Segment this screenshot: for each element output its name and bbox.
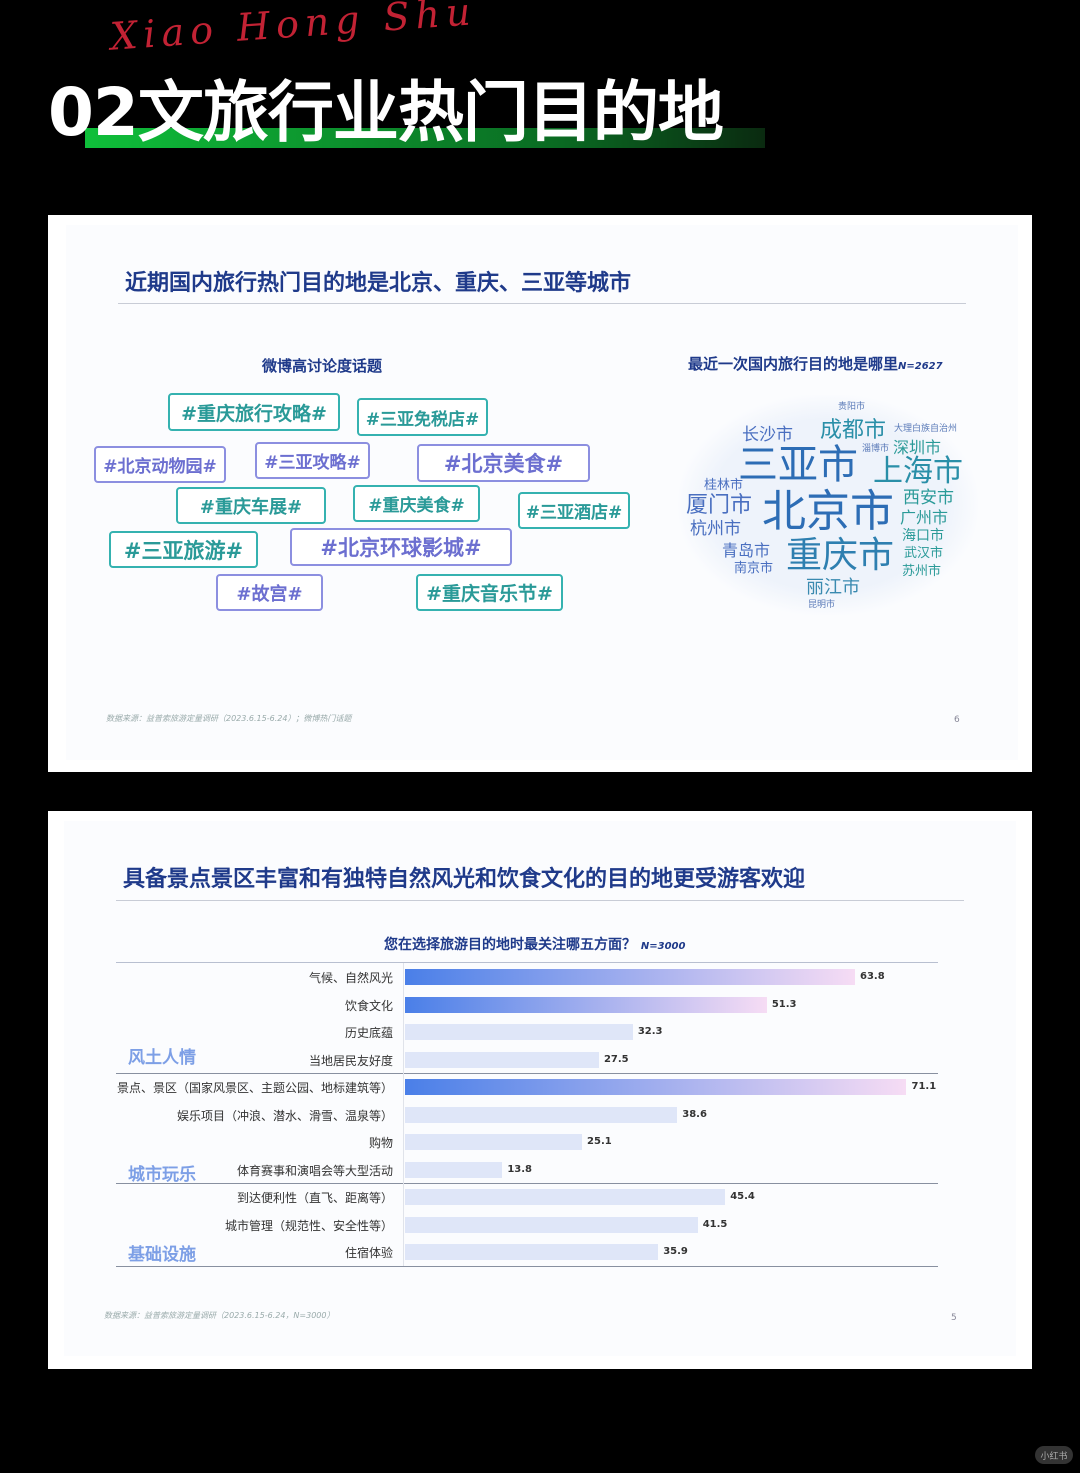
script-watermark: Xiao Hong Shu <box>108 0 478 59</box>
wordcloud-word: 广州市 <box>900 508 949 527</box>
bar-value: 13.8 <box>507 1163 533 1175</box>
bar <box>405 1106 678 1123</box>
bar <box>405 1189 726 1205</box>
hashtag-11[interactable]: #故宫# <box>216 574 323 611</box>
wordcloud-word: 长沙市 <box>742 425 793 445</box>
group-label: 城市玩乐 <box>128 1165 196 1185</box>
bar-value: 35.9 <box>663 1246 688 1257</box>
bar-label: 体育赛事和演唱会等大型活动 <box>236 1163 393 1178</box>
bar-value: 25.1 <box>587 1136 612 1147</box>
wordcloud-word: 青岛市 <box>722 541 771 560</box>
bar-label: 城市管理（规范性、安全性等） <box>224 1218 393 1233</box>
wordcloud-word: 昆明市 <box>808 600 836 610</box>
group-label: 基础设施 <box>128 1245 196 1265</box>
hashtag-3[interactable]: #北京动物园# <box>94 446 226 483</box>
title-underline <box>85 128 765 148</box>
bar-value: 32.3 <box>637 1026 663 1037</box>
axis-line <box>403 963 404 1266</box>
slide-title: 近期国内旅行热门目的地是北京、重庆、三亚等城市 <box>125 271 632 296</box>
bar-label: 当地居民友好度 <box>308 1053 393 1068</box>
bar <box>405 1079 907 1095</box>
wordcloud-subtitle: 最近一次国内旅行目的地是哪里N=2627 <box>688 355 943 373</box>
hashtag-5[interactable]: #北京美食# <box>417 444 590 482</box>
hashtag-9[interactable]: #三亚旅游# <box>109 531 258 568</box>
wordcloud-word: 上海市 <box>873 454 963 489</box>
wordcloud-word: 淄博市 <box>862 444 890 454</box>
bar-chart: 气候、自然风光 63.8 饮食文化 51.3 历史底蕴 32.3 当地居民友好度 27.5 景点… <box>0 0 1080 1267</box>
bar <box>405 1051 599 1068</box>
bar <box>405 1024 633 1040</box>
footnote: 数据来源：益普索旅游定量调研（2023.6.15-6.24，N=3000） <box>104 1311 335 1320</box>
wordcloud-word: 成都市 <box>820 418 887 443</box>
hashtag-7[interactable]: #重庆美食# <box>353 485 480 522</box>
wordcloud-word: 西安市 <box>903 488 954 508</box>
hashtag-1[interactable]: #重庆旅行攻略# <box>168 393 340 431</box>
hashtag-6[interactable]: #重庆车展# <box>176 487 326 524</box>
chart-top-rule <box>116 962 938 963</box>
wordcloud-word: 苏州市 <box>902 564 942 579</box>
page-number: 6 <box>954 715 960 725</box>
wordcloud-word: 贵阳市 <box>838 402 866 412</box>
hashtag-8[interactable]: #三亚酒店# <box>518 492 630 529</box>
wordcloud-word: 大理白族自治州 <box>894 424 958 434</box>
bar-value: 27.5 <box>603 1053 629 1065</box>
footnote: 数据来源：益普索旅游定量调研（2023.6.15-6.24）；微博热门话题 <box>106 714 352 723</box>
bar-label: 气候、自然风光 <box>308 971 393 985</box>
wordcloud-word: 北京市 <box>762 486 894 537</box>
bar <box>405 1134 583 1150</box>
group-divider <box>116 1073 938 1074</box>
wordcloud: 北京市 三亚市重庆市 上海市 成都市 长沙市深圳市厦门市 西安市 广州市 桂林市杭州市 海口市青… <box>678 395 978 615</box>
hashtag-2[interactable]: #三亚免税店# <box>357 398 488 436</box>
bar <box>405 969 855 985</box>
hashtag-12[interactable]: #重庆音乐节# <box>416 574 563 611</box>
wordcloud-word: 武汉市 <box>904 546 944 561</box>
page-number: 5 <box>951 1313 957 1323</box>
wordcloud-word: 南京市 <box>734 561 774 576</box>
bar-label: 景点、景区（国家风景区、主题公园、地标建筑等） <box>116 1081 393 1095</box>
bar-label: 娱乐项目（冲浪、潜水、滑雪、温泉等） <box>176 1108 393 1123</box>
group-divider <box>116 1183 938 1184</box>
group-label: 风土人情 <box>128 1048 196 1068</box>
chart-bottom-rule <box>116 1266 938 1267</box>
bar-label: 历史底蕴 <box>344 1026 393 1040</box>
bar-value: 71.1 <box>911 1081 937 1092</box>
bar <box>405 1244 659 1260</box>
bar-value: 41.5 <box>702 1218 728 1230</box>
bar-label: 购物 <box>368 1136 393 1150</box>
wordcloud-word: 重庆市 <box>786 535 895 576</box>
bar-value: 45.4 <box>730 1191 755 1202</box>
wordcloud-word: 桂林市 <box>704 478 744 493</box>
wordcloud-word: 深圳市 <box>893 438 942 457</box>
page-title: 02文旅行业热门目的地 <box>48 74 724 151</box>
slide-title: 具备景点景区丰富和有独特自然风光和饮食文化的目的地更受游客欢迎 <box>123 867 806 892</box>
hashtag-10[interactable]: #北京环球影城# <box>290 528 512 566</box>
wordcloud-word: 丽江市 <box>806 577 860 598</box>
bar-label: 到达便利性（直飞、距离等） <box>236 1191 393 1205</box>
hashtag-4[interactable]: #三亚攻略# <box>255 442 370 479</box>
xiaohongshu-logo: 小红书 <box>1035 1446 1073 1464</box>
bar-value: 38.6 <box>682 1108 707 1120</box>
bar <box>405 996 767 1013</box>
wordcloud-word: 三亚市 <box>738 442 858 488</box>
bar <box>405 1161 503 1178</box>
bar-label: 住宿体验 <box>344 1246 393 1260</box>
bar-value: 63.8 <box>860 971 885 982</box>
weibo-topics-subtitle: 微博高讨论度话题 <box>262 357 383 375</box>
bar-label: 饮食文化 <box>344 998 393 1013</box>
chart-subtitle: 您在选择旅游目的地时最关注哪五方面？ N=3000 <box>384 937 686 953</box>
slide-destinations: 近期国内旅行热门目的地是北京、重庆、三亚等城市 微博高讨论度话题 最近一次国内旅… <box>48 215 1032 772</box>
wordcloud-word: 厦门市 <box>686 493 753 518</box>
bar-value: 51.3 <box>771 998 797 1010</box>
bar <box>405 1216 698 1233</box>
wordcloud-word: 杭州市 <box>690 519 741 539</box>
wordcloud-word: 海口市 <box>902 528 944 544</box>
